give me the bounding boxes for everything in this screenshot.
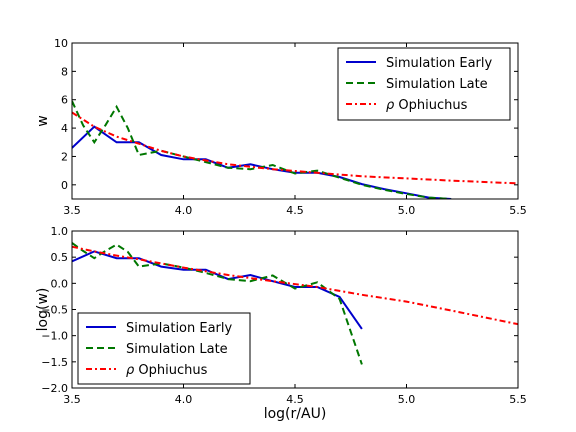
y-tick-label-top-3: 6 <box>61 94 68 107</box>
legend-label-bottom-2: Simulation Late <box>126 342 228 357</box>
x-tick-label-bottom-4: 5.5 <box>509 393 527 406</box>
x-tick-label-top-4: 5.5 <box>509 204 527 217</box>
y-tick-label-top-1: 2 <box>61 150 68 163</box>
series-line-bottom-3 <box>72 245 518 326</box>
x-tick-label-bottom-1: 4.0 <box>175 393 193 406</box>
legend-bottom: Simulation Early Simulation Late ρ Ophiuch… <box>77 312 251 385</box>
y-tick-label-bottom-6: −2.0 <box>41 382 68 395</box>
y-tick-label-top-0: 0 <box>61 179 68 192</box>
legend-label-top-1: Simulation Early <box>386 56 493 71</box>
y-tick-label-bottom-1: 0.5 <box>51 251 69 264</box>
y-tick-label-bottom-2: 0.0 <box>51 277 69 290</box>
x-tick-label-bottom-3: 5.0 <box>398 393 416 406</box>
y-tick-label-top-4: 8 <box>61 65 68 78</box>
y-tick-label-bottom-3: −0.5 <box>41 304 68 317</box>
x-tick-label-top-1: 4.0 <box>175 204 193 217</box>
x-tick-label-top-2: 4.5 <box>286 204 304 217</box>
y-tick-label-bottom-5: −1.5 <box>41 356 68 369</box>
legend-label-top-2: Simulation Late <box>386 77 488 92</box>
x-axis-label-bottom: log(r/AU) <box>264 406 327 422</box>
y-tick-label-top-5: 10 <box>54 37 68 50</box>
x-tick-label-bottom-0: 3.5 <box>63 393 81 406</box>
legend-label-top-3: ρ Ophiuchus <box>386 98 468 113</box>
legend-top: Simulation Early Simulation Late ρ Ophiuch… <box>337 47 511 121</box>
x-tick-label-top-3: 5.0 <box>398 204 416 217</box>
legend-label-bottom-1: Simulation Early <box>126 321 233 336</box>
y-axis-label-bottom: log(w) <box>35 288 51 332</box>
legend-box-top <box>337 47 511 121</box>
y-axis-label-top: w <box>35 115 51 126</box>
x-tick-label-bottom-2: 4.5 <box>286 393 304 406</box>
x-tick-label-top-0: 3.5 <box>63 204 81 217</box>
y-tick-label-bottom-0: 1.0 <box>51 225 69 238</box>
series-line-bottom-1 <box>72 250 363 330</box>
legend-box-bottom <box>77 312 251 385</box>
series-line-top-2 <box>72 100 452 199</box>
y-tick-label-top-2: 4 <box>61 122 68 135</box>
y-tick-label-bottom-4: −1.0 <box>41 330 68 343</box>
chart-panel-bottom: 3.5 4.0 4.5 5.0 5.5 1.0 0.5 0.0 −0.5 −1.0 −1.5 −2.0… <box>35 225 527 422</box>
legend-label-bottom-3: ρ Ophiuchus <box>126 363 208 378</box>
